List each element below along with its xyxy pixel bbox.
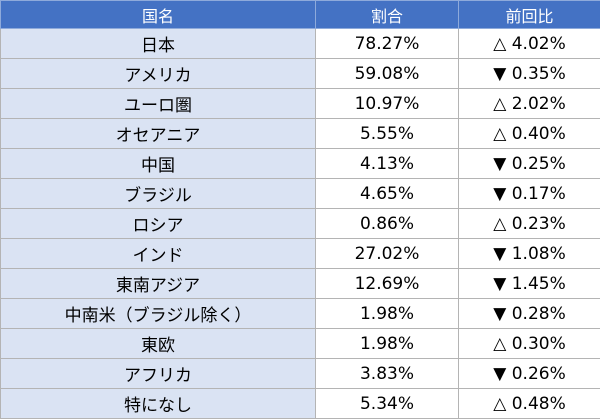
table-cell: 1.98% [316,299,459,329]
table-cell: ▼ 1.08% [459,239,600,269]
table-cell: ▼ 0.26% [459,359,600,389]
table-cell: アメリカ [1,59,316,89]
table-cell: △ 0.23% [459,209,600,239]
table-cell: △ 2.02% [459,89,600,119]
table-cell: 59.08% [316,59,459,89]
table-cell: △ 0.40% [459,119,600,149]
table-cell: ブラジル [1,179,316,209]
table-cell: 3.83% [316,359,459,389]
table-cell: インド [1,239,316,269]
table-cell: ロシア [1,209,316,239]
table-cell: 78.27% [316,29,459,59]
table-cell: 0.86% [316,209,459,239]
table-cell: 4.65% [316,179,459,209]
table-cell: オセアニア [1,119,316,149]
table-cell: アフリカ [1,359,316,389]
table-cell: △ 4.02% [459,29,600,59]
table-cell: 特になし [1,389,316,419]
table-cell: ▼ 1.45% [459,269,600,299]
table-cell: ユーロ圏 [1,89,316,119]
table-cell: 12.69% [316,269,459,299]
table-cell: △ 0.48% [459,389,600,419]
table-cell: 中南米（ブラジル除く） [1,299,316,329]
table-cell: 5.55% [316,119,459,149]
header-row: 国名割合前回比 [1,1,600,29]
table-cell: ▼ 0.35% [459,59,600,89]
table-cell: 中国 [1,149,316,179]
table-cell: 5.34% [316,389,459,419]
header-cell: 前回比 [459,1,600,29]
table-cell: 10.97% [316,89,459,119]
table-row: 中南米（ブラジル除く）1.98%▼ 0.28% [1,299,600,329]
table-cell: 1.98% [316,329,459,359]
table-cell: 27.02% [316,239,459,269]
table-cell: 4.13% [316,149,459,179]
table-cell: ▼ 0.28% [459,299,600,329]
header-cell: 国名 [1,1,316,29]
table-cell: △ 0.30% [459,329,600,359]
table-cell: 日本 [1,29,316,59]
table-cell: 東欧 [1,329,316,359]
table-cell: 東南アジア [1,269,316,299]
table-cell: ▼ 0.17% [459,179,600,209]
table-cell: ▼ 0.25% [459,149,600,179]
header-cell: 割合 [316,1,459,29]
